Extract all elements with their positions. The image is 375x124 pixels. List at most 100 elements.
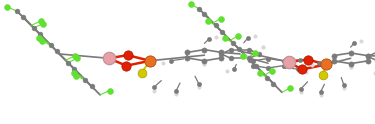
Point: [196, 83, 202, 85]
Point: [151, 86, 157, 88]
Point: [351, 42, 357, 44]
Point: [184, 57, 190, 59]
Point: [73, 75, 79, 77]
Point: [82, 79, 88, 81]
Point: [31, 27, 37, 29]
Point: [331, 60, 337, 62]
Point: [246, 57, 252, 59]
Point: [201, 63, 207, 65]
Point: [320, 74, 326, 76]
Point: [196, 8, 202, 10]
Point: [201, 13, 207, 15]
Point: [249, 60, 255, 62]
Point: [218, 53, 224, 55]
Point: [236, 48, 242, 50]
Point: [168, 60, 174, 62]
Point: [222, 37, 228, 39]
Point: [54, 50, 60, 52]
Point: [219, 31, 225, 33]
Point: [218, 57, 224, 59]
Point: [348, 63, 354, 65]
Point: [228, 49, 234, 51]
Point: [39, 40, 45, 42]
Point: [247, 59, 253, 61]
Point: [252, 35, 258, 37]
Point: [48, 44, 54, 46]
Point: [173, 93, 179, 95]
Point: [286, 61, 292, 63]
Point: [70, 72, 76, 74]
Point: [256, 53, 262, 55]
Point: [269, 70, 275, 72]
Point: [298, 91, 304, 93]
Point: [304, 56, 310, 58]
Point: [348, 66, 354, 68]
Point: [201, 49, 207, 51]
Point: [331, 55, 337, 57]
Point: [316, 62, 322, 64]
Point: [323, 63, 329, 65]
Point: [318, 91, 324, 93]
Point: [217, 18, 223, 20]
Point: [106, 57, 112, 59]
Point: [160, 62, 166, 64]
Point: [295, 68, 301, 70]
Point: [348, 52, 354, 54]
Point: [74, 57, 80, 59]
Point: [206, 38, 212, 40]
Point: [281, 60, 287, 62]
Point: [201, 60, 207, 62]
Point: [151, 90, 157, 92]
Point: [364, 55, 370, 57]
Point: [246, 49, 252, 51]
Point: [253, 65, 259, 67]
Point: [4, 6, 10, 8]
Point: [265, 58, 271, 60]
Point: [297, 59, 303, 61]
Point: [318, 94, 324, 96]
Point: [309, 64, 315, 66]
Point: [374, 60, 375, 62]
Point: [14, 10, 20, 12]
Point: [173, 90, 179, 92]
Point: [270, 83, 276, 85]
Point: [252, 52, 258, 54]
Point: [304, 59, 310, 61]
Point: [303, 71, 309, 73]
Point: [249, 65, 255, 67]
Point: [364, 55, 370, 57]
Point: [374, 51, 375, 53]
Point: [20, 16, 26, 18]
Point: [36, 37, 42, 39]
Point: [37, 33, 43, 35]
Point: [72, 55, 78, 57]
Point: [213, 36, 219, 38]
Point: [106, 90, 112, 92]
Point: [124, 54, 130, 56]
Point: [286, 87, 292, 89]
Point: [298, 88, 304, 90]
Point: [230, 42, 236, 44]
Point: [265, 67, 271, 69]
Point: [38, 20, 44, 22]
Point: [218, 51, 224, 53]
Point: [235, 35, 241, 37]
Point: [299, 68, 305, 70]
Point: [196, 86, 202, 88]
Point: [188, 3, 194, 5]
Point: [65, 62, 71, 64]
Point: [184, 51, 190, 53]
Point: [40, 23, 46, 25]
Point: [205, 20, 211, 22]
Point: [281, 65, 287, 67]
Point: [231, 68, 237, 70]
Point: [364, 60, 370, 62]
Point: [269, 71, 275, 73]
Point: [244, 56, 250, 58]
Point: [244, 37, 250, 39]
Point: [147, 60, 153, 62]
Point: [358, 40, 364, 42]
Point: [260, 46, 266, 48]
Point: [228, 57, 234, 59]
Point: [341, 87, 347, 89]
